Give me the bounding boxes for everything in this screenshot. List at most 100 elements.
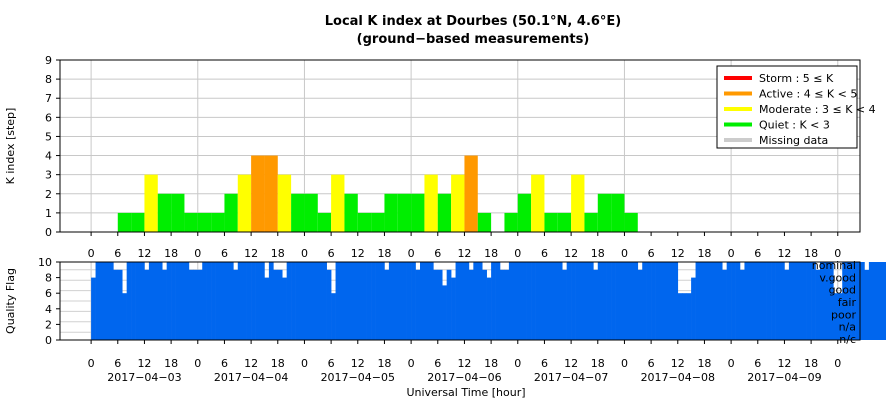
quality-bar — [91, 277, 96, 340]
quality-bar — [668, 262, 674, 340]
k-index-y-axis-label: K index [step] — [4, 108, 17, 185]
quality-bar — [348, 262, 354, 340]
date-label: 2017−04−05 — [321, 371, 395, 384]
quality-bar — [331, 293, 336, 340]
k-x-tick-label: 12 — [457, 247, 471, 260]
quality-bar — [713, 262, 719, 340]
k-bar — [237, 174, 252, 232]
quality-bar — [371, 262, 376, 340]
q-x-tick-label: 0 — [514, 357, 521, 370]
quality-bar — [802, 262, 807, 340]
k-bar — [144, 174, 158, 232]
quality-bar — [148, 262, 154, 340]
k-x-tick-label: 0 — [194, 247, 201, 260]
k-index-legend: Storm : 5 ≤ K Active : 4 ≤ K < 5 Moderate … — [716, 65, 876, 149]
q-x-tick-label: 0 — [621, 357, 628, 370]
k-x-tick-label: 0 — [408, 247, 415, 260]
k-bar — [131, 212, 145, 232]
q-x-tick-label: 18 — [377, 357, 391, 370]
quality-bar — [548, 262, 554, 340]
quality-bar — [766, 262, 772, 340]
quality-bar — [486, 277, 492, 340]
k-y-tick-label: 6 — [45, 111, 52, 124]
quality-bar — [402, 262, 407, 340]
k-x-tick-label: 12 — [564, 247, 578, 260]
quality-bar — [500, 269, 505, 340]
quality-bar — [784, 269, 790, 340]
k-y-tick-label: 5 — [45, 130, 52, 143]
quality-bar — [557, 262, 563, 340]
k-bar — [437, 193, 452, 232]
k-bar — [397, 193, 412, 232]
quality-bar — [504, 269, 510, 340]
quality-bar — [162, 269, 167, 340]
quality-bar — [628, 262, 634, 340]
quality-bar — [451, 277, 456, 340]
quality-bar — [793, 262, 799, 340]
k-x-tick-label: 18 — [591, 247, 605, 260]
quality-bar — [140, 262, 145, 340]
quality-bar — [220, 262, 225, 340]
quality-bar — [642, 262, 647, 340]
k-bar — [597, 193, 612, 232]
quality-bar — [171, 262, 176, 340]
quality-bar — [100, 262, 105, 340]
k-bar — [157, 193, 172, 232]
k-bar — [291, 193, 305, 232]
quality-bar — [566, 262, 572, 340]
date-label: 2017−04−09 — [747, 371, 821, 384]
quality-bar — [153, 262, 159, 340]
q-y-tick-label: 0 — [45, 334, 52, 347]
quality-bar — [873, 262, 879, 340]
quality-bar — [851, 262, 856, 340]
quality-bar — [197, 269, 203, 340]
k-x-tick-label: 6 — [328, 247, 335, 260]
quality-bar — [144, 269, 150, 340]
k-x-tick-label: 0 — [621, 247, 628, 260]
quality-bar — [788, 262, 794, 340]
quality-bar — [122, 293, 127, 340]
legend-label: Moderate : 3 ≤ K < 4 — [759, 103, 876, 116]
date-label: 2017−04−04 — [214, 371, 288, 384]
quality-bar — [860, 262, 865, 340]
q-x-tick-label: 0 — [88, 357, 95, 370]
quality-bar — [180, 262, 185, 340]
k-bar — [557, 212, 572, 232]
quality-bar — [580, 262, 585, 340]
k-bar — [611, 193, 625, 232]
k-y-tick-label: 8 — [45, 73, 52, 86]
quality-bar — [731, 262, 736, 340]
k-bar — [531, 174, 545, 232]
quality-bar — [677, 293, 683, 340]
quality-bar — [313, 262, 319, 340]
k-x-tick-label: 18 — [271, 247, 285, 260]
quality-level-label: v.good — [819, 271, 856, 284]
quality-bar — [473, 262, 479, 340]
quality-bar — [357, 262, 363, 340]
quality-bar — [602, 262, 607, 340]
quality-bar — [664, 262, 670, 340]
quality-bar — [268, 262, 274, 340]
date-label: 2017−04−06 — [427, 371, 501, 384]
q-x-tick-label: 0 — [301, 357, 308, 370]
k-bar — [197, 212, 212, 232]
quality-bar — [877, 262, 883, 340]
quality-bar — [620, 262, 625, 340]
quality-bar — [108, 262, 114, 340]
q-x-tick-label: 12 — [777, 357, 791, 370]
quality-bar — [673, 262, 679, 340]
quality-bar — [491, 262, 496, 340]
quality-level-label: good — [829, 284, 856, 297]
k-y-tick-label: 1 — [45, 207, 52, 220]
k-y-tick-label: 9 — [45, 54, 52, 67]
quality-bar — [446, 269, 452, 340]
q-x-tick-label: 6 — [114, 357, 121, 370]
q-y-tick-label: 2 — [45, 318, 52, 331]
legend-label: Quiet : K < 3 — [759, 119, 830, 132]
quality-bar — [882, 262, 886, 340]
k-bar — [317, 212, 332, 232]
k-x-tick-label: 0 — [834, 247, 841, 260]
quality-bar — [242, 262, 247, 340]
k-bar — [504, 212, 518, 232]
